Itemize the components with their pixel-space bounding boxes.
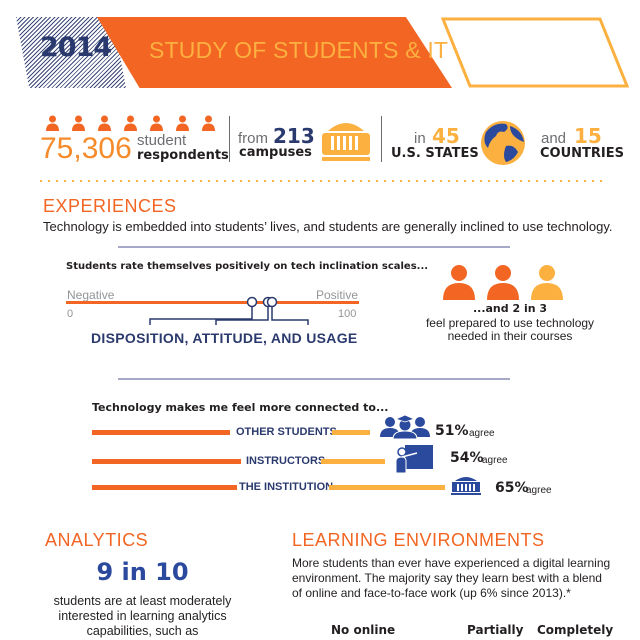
- analytics-line2: interested in learning analytics: [58, 609, 227, 623]
- person-icon: [443, 265, 475, 300]
- learning-line3: of online and face-to-face work (up 6% s…: [292, 586, 571, 600]
- header-year: 2014: [40, 32, 112, 63]
- analytics-title: ANALYTICS: [45, 530, 149, 550]
- respondents-label-bottom: respondents: [137, 148, 229, 163]
- bar-orange: [92, 459, 241, 464]
- person-icon: [46, 115, 59, 131]
- connected-heading: Technology makes me feel more connected …: [92, 401, 389, 414]
- person-icon: [487, 265, 519, 300]
- states-number: 45: [432, 124, 460, 148]
- scale-positive-label: Positive: [316, 288, 359, 302]
- connected-row-suffix: agree: [482, 455, 508, 466]
- scale-heading: Students rate themselves positively on t…: [66, 261, 429, 272]
- connected-row-percent: 65%: [495, 480, 529, 496]
- scale-negative-label: Negative: [67, 288, 115, 302]
- person-icon: [176, 115, 189, 131]
- experiences-intro: Technology is embedded into students’ li…: [43, 219, 613, 234]
- person-icon-row: [46, 115, 215, 131]
- prepared-text-line2: needed in their courses: [447, 329, 573, 343]
- header-orange-band: [97, 17, 452, 88]
- connected-row-label: INSTRUCTORS: [246, 455, 326, 467]
- campuses-prefix: from: [238, 130, 268, 147]
- countries-prefix: and: [541, 130, 567, 147]
- countries-label: COUNTRIES: [540, 146, 624, 161]
- scale-caption: DISPOSITION, ATTITUDE, AND USAGE: [91, 330, 358, 346]
- respondents-number: 75,306: [40, 132, 132, 165]
- campuses-number: 213: [273, 124, 315, 148]
- bar-yellow: [321, 459, 385, 464]
- states-prefix: in: [414, 130, 426, 147]
- learning-line1: More students than ever have experienced…: [292, 556, 611, 570]
- experiences-title: EXPERIENCES: [43, 196, 177, 216]
- analytics-line3: capabilities, such as: [86, 624, 199, 638]
- countries-number: 15: [574, 124, 602, 148]
- students-group-icon: [380, 415, 430, 439]
- column-partially: Partially: [467, 623, 524, 637]
- person-icon: [72, 115, 85, 131]
- learning-environments-title: LEARNING ENVIRONMENTS: [292, 530, 545, 550]
- person-icon: [150, 115, 163, 131]
- states-label: U.S. STATES: [391, 146, 479, 161]
- instructor-board-icon: [395, 445, 433, 473]
- section-rule: [118, 378, 510, 380]
- scale-max: 100: [338, 308, 357, 320]
- divider: [381, 116, 382, 162]
- column-completely: Completely: [537, 623, 614, 637]
- prepared-people-icons: [443, 264, 563, 300]
- globe-icon: [481, 121, 525, 165]
- respondents-label-top: student: [137, 132, 187, 149]
- bar-yellow: [332, 430, 370, 435]
- connected-row-percent: 54%: [450, 450, 484, 466]
- inclination-scale: [66, 296, 359, 325]
- bar-orange: [92, 430, 230, 435]
- header-outline-shape: [440, 17, 630, 88]
- column-no-online: No online: [331, 623, 396, 637]
- person-icon: [98, 115, 111, 131]
- header-title: STUDY OF STUDENTS & IT: [149, 37, 449, 63]
- prepared-text-line1: feel prepared to use technology: [425, 316, 595, 330]
- connected-row-label: THE INSTITUTION: [239, 481, 334, 493]
- analytics-line1: students are at least moderately: [53, 594, 232, 608]
- scale-min: 0: [67, 308, 74, 320]
- section-rule: [118, 246, 510, 248]
- connected-row-suffix: agree: [526, 485, 552, 496]
- person-icon: [531, 265, 563, 300]
- connected-row-label: OTHER STUDENTS: [236, 426, 337, 438]
- person-icon: [202, 115, 215, 131]
- person-icon: [124, 115, 137, 131]
- analytics-stat: 9 in 10: [96, 558, 189, 586]
- prepared-headline: ...and 2 in 3: [472, 302, 548, 315]
- connected-row-percent: 51%: [435, 423, 469, 439]
- dotted-divider: [40, 180, 605, 182]
- institution-building-icon: [451, 477, 481, 495]
- connected-row-suffix: agree: [469, 428, 495, 439]
- campus-building-icon: [322, 123, 370, 161]
- campuses-label: campuses: [239, 145, 312, 160]
- bar-yellow: [329, 485, 445, 490]
- divider: [229, 116, 230, 162]
- learning-line2: environment. The majority say they learn…: [292, 571, 602, 585]
- bar-orange: [92, 485, 237, 490]
